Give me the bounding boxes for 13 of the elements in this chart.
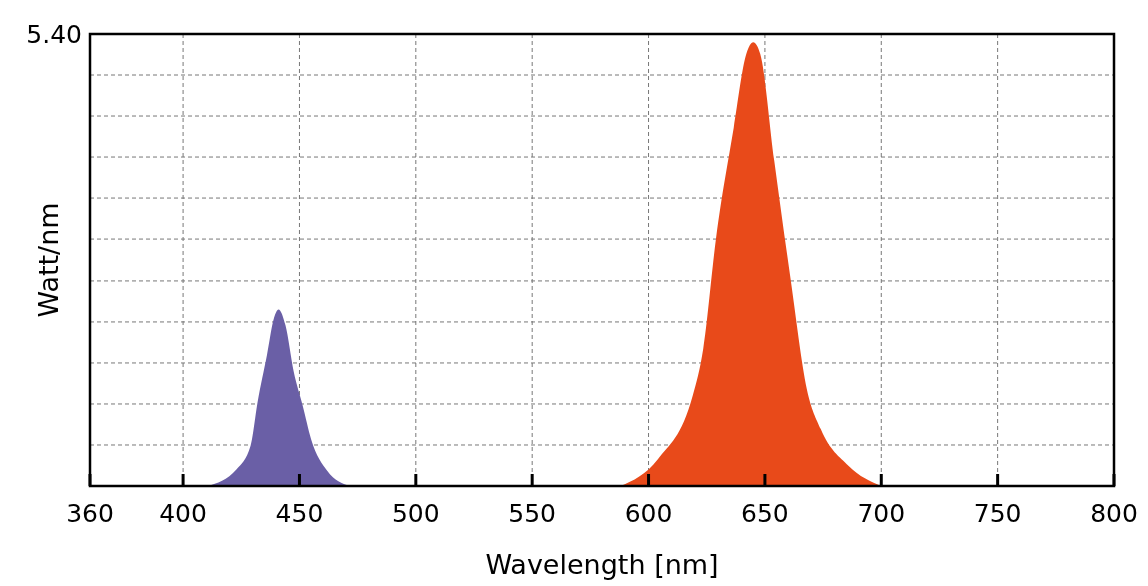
x-tick-label: 650 — [741, 499, 789, 528]
x-tick-label: 400 — [159, 499, 207, 528]
x-tick-label: 700 — [857, 499, 906, 528]
x-tick-label: 450 — [275, 499, 324, 528]
y-axis-title: Watt/nm — [33, 202, 64, 318]
x-tick-label: 800 — [1090, 499, 1138, 528]
x-tick-label: 750 — [973, 499, 1022, 528]
x-tick-label: 500 — [391, 499, 440, 528]
x-tick-label: 360 — [66, 499, 114, 528]
x-tick-label: 550 — [508, 499, 557, 528]
x-tick-label: 600 — [624, 499, 673, 528]
y-tick-label: 5.40 — [26, 19, 82, 49]
x-axis-title: Wavelength [nm] — [485, 549, 719, 580]
